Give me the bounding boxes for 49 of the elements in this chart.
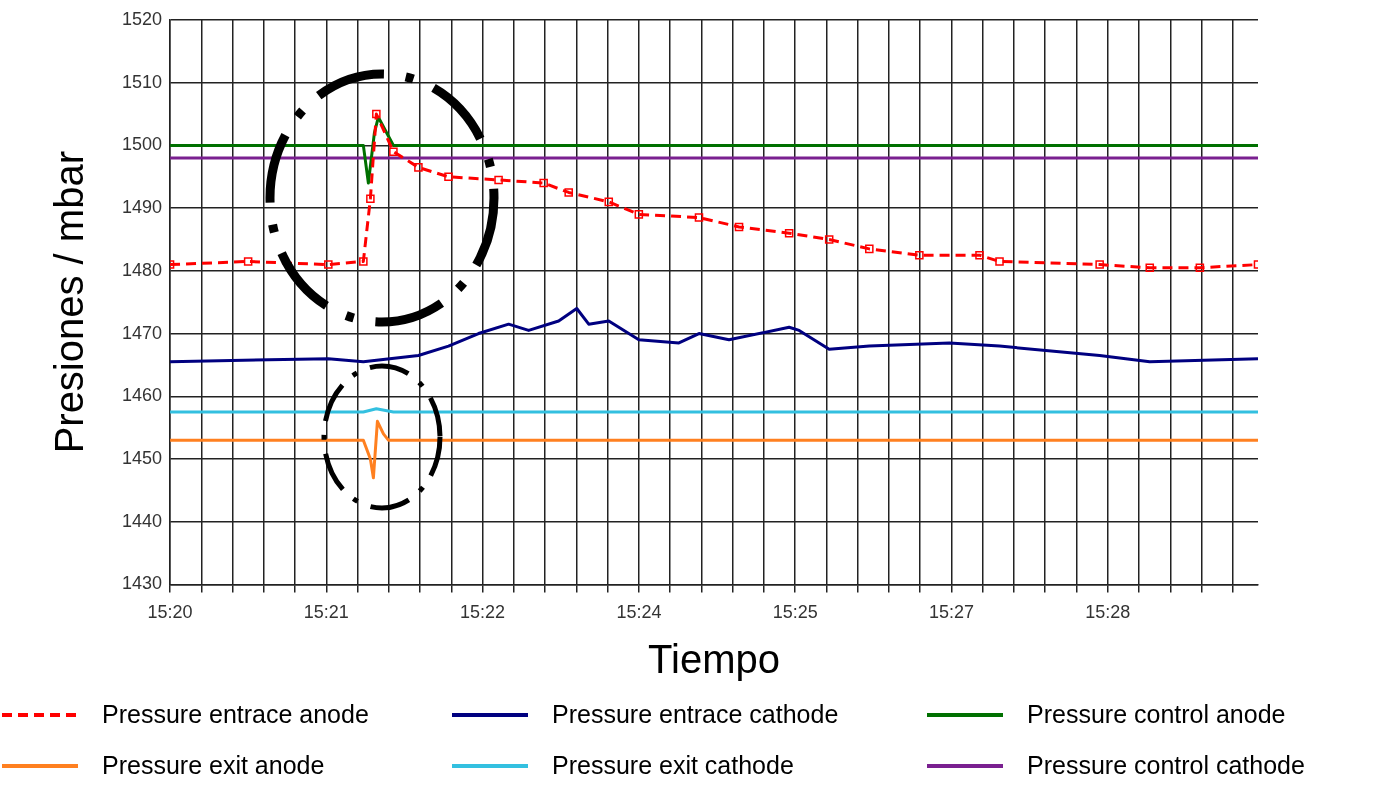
y-tick-label: 1430	[122, 573, 163, 594]
x-tick-label: 15:20	[147, 602, 193, 623]
point	[824, 235, 834, 244]
y-tick-label: 1470	[122, 322, 163, 343]
point	[1145, 263, 1155, 272]
y-tick-label: 1510	[122, 71, 163, 92]
point	[539, 178, 548, 188]
point	[604, 197, 614, 207]
point	[634, 210, 644, 219]
point	[1195, 263, 1205, 272]
point	[784, 228, 794, 238]
legend-label: Pressure exit anode	[102, 751, 325, 780]
y-tick-label: 1520	[122, 8, 163, 29]
y-tick-label: 1500	[122, 134, 163, 155]
legend-label: Pressure entrace cathode	[552, 700, 839, 729]
point	[324, 260, 333, 269]
y-tick-label: 1490	[122, 197, 163, 218]
legend-label: Pressure entrace anode	[102, 700, 369, 729]
point	[564, 188, 573, 197]
y-tick-label: 1440	[122, 510, 163, 531]
point	[359, 257, 368, 266]
x-tick-label: 15:27	[928, 602, 974, 623]
point	[694, 213, 704, 222]
point	[734, 222, 744, 232]
y-axis-title: Presiones / mbar	[47, 151, 92, 454]
point	[995, 257, 1004, 266]
y-tick-label: 1460	[122, 385, 163, 406]
x-tick-label: 15:24	[616, 602, 662, 623]
x-tick-label: 15:25	[772, 602, 818, 623]
point	[372, 109, 381, 119]
point	[1095, 260, 1104, 269]
legend-label: Pressure exit cathode	[552, 751, 794, 780]
point	[243, 257, 253, 266]
point	[865, 244, 874, 254]
x-tick-label: 15:22	[460, 602, 506, 623]
point	[414, 163, 423, 172]
point	[975, 250, 984, 260]
y-tick-label: 1450	[122, 447, 163, 468]
legend-label: Pressure control cathode	[1027, 751, 1305, 780]
point	[389, 147, 398, 156]
x-axis-title: Tiempo	[648, 637, 780, 682]
point	[494, 175, 503, 185]
legend-label: Pressure control anode	[1027, 700, 1286, 729]
x-tick-label: 15:21	[303, 602, 349, 623]
point	[366, 194, 375, 204]
x-tick-label: 15:28	[1085, 602, 1131, 623]
point	[444, 172, 453, 182]
point	[915, 250, 924, 260]
y-tick-label: 1480	[122, 259, 163, 280]
